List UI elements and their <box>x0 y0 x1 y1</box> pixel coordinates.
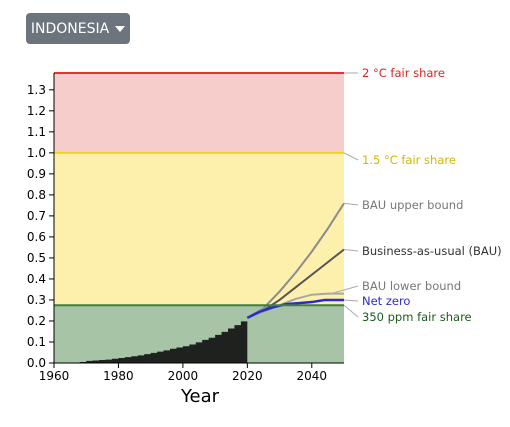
label-leader-3 <box>343 249 359 252</box>
x-tick-label: 1960 <box>39 369 70 383</box>
x-tick-label: 1980 <box>103 369 134 383</box>
x-axis-label: Year <box>180 386 220 407</box>
series-label-2: BAU upper bound <box>362 198 463 212</box>
label-leader-6 <box>343 304 359 318</box>
series-label-6: 350 ppm fair share <box>362 310 472 324</box>
country-dropdown-button[interactable]: INDONESIA <box>26 13 130 44</box>
series-line-0 <box>246 202 345 319</box>
y-tick-label: 0.4 <box>27 272 46 286</box>
threshold-bands <box>54 73 344 363</box>
series-label-1: 1.5 °C fair share <box>362 153 456 167</box>
historical-emissions-area <box>54 317 248 363</box>
x-tick-label: 2040 <box>297 369 328 383</box>
y-tick-label: 0.5 <box>27 251 46 265</box>
y-tick-label: 0.0 <box>27 356 46 370</box>
y-axis: 0.0 0.1 0.2 0.3 0.4 0.5 0.6 0.7 0.8 0.9 1.0 1.1 1.2 1… <box>27 73 55 370</box>
label-leader-1 <box>343 152 359 161</box>
y-tick-label: 1.1 <box>27 125 46 139</box>
band-0 <box>54 73 344 153</box>
series-line-3 <box>246 298 344 319</box>
y-tick-label: 0.6 <box>27 230 46 244</box>
x-tick-label: 2000 <box>168 369 199 383</box>
x-axis: 1960 1980 2000 2020 2040 <box>39 362 344 383</box>
y-tick-label: 0.8 <box>27 188 46 202</box>
x-tick-label: 2020 <box>232 369 263 383</box>
threshold-lines <box>54 72 344 307</box>
label-leader-2 <box>343 202 359 206</box>
series-label-4: BAU lower bound <box>362 279 461 293</box>
label-leader-5 <box>343 299 359 302</box>
y-tick-label: 0.9 <box>27 167 46 181</box>
series-label-0: 2 °C fair share <box>362 66 445 80</box>
band-1 <box>54 152 344 306</box>
series-labels: 2 °C fair share 1.5 °C fair share BAU uppe… <box>330 66 502 324</box>
series-lines <box>246 202 345 319</box>
country-dropdown-label: INDONESIA <box>30 20 110 37</box>
y-tick-label: 1.3 <box>27 83 46 97</box>
historical-area <box>54 317 248 363</box>
y-tick-label: 0.2 <box>27 314 46 328</box>
caret-down-icon <box>115 26 126 32</box>
y-tick-label: 0.1 <box>27 335 46 349</box>
y-tick-label: 0.7 <box>27 209 46 223</box>
y-tick-label: 1.0 <box>27 146 46 160</box>
series-label-3: Business-as-usual (BAU) <box>362 244 502 258</box>
series-label-5: Net zero <box>362 294 410 308</box>
y-tick-label: 1.2 <box>27 104 46 118</box>
label-leader-4 <box>330 285 359 295</box>
y-tick-label: 0.3 <box>27 293 46 307</box>
